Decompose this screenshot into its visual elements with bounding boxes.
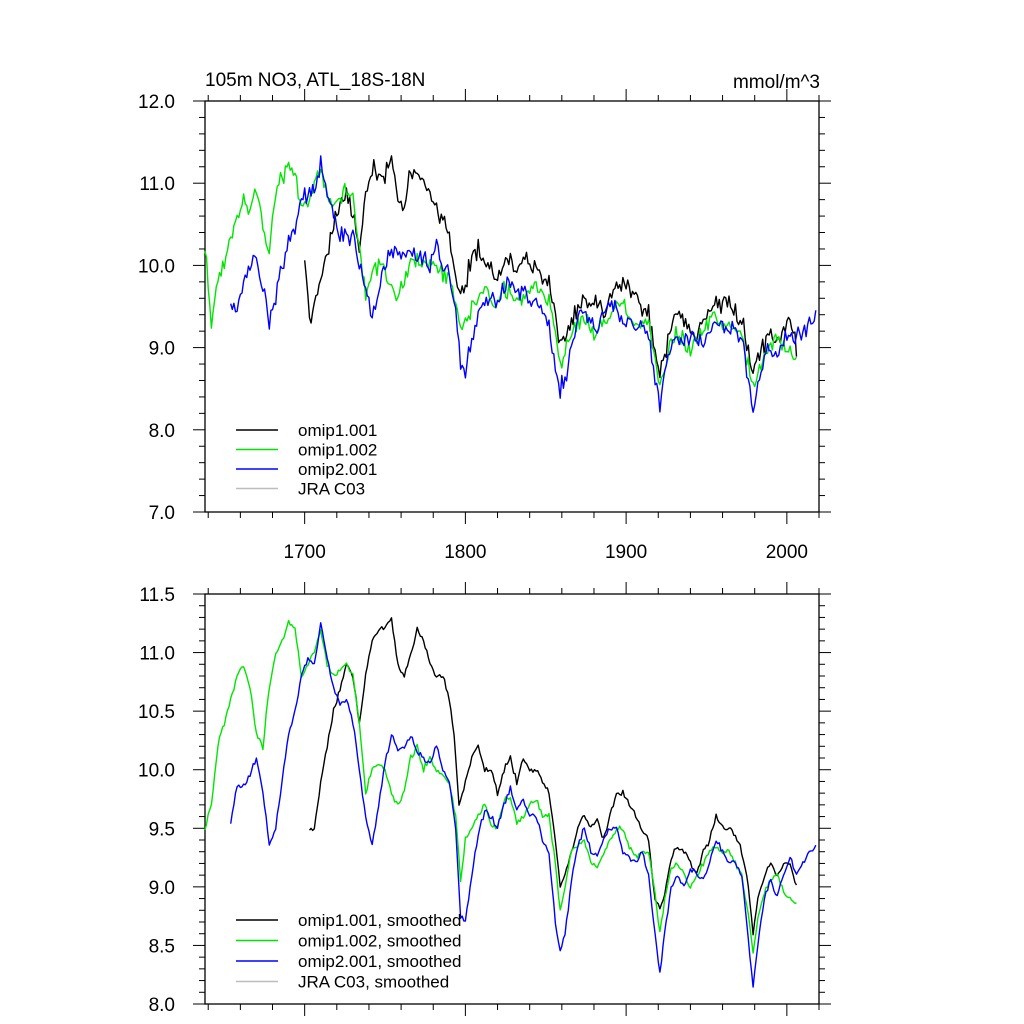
top-legend-label: omip1.002 — [298, 441, 377, 460]
top-legend-label: omip2.001 — [298, 460, 377, 479]
top-ytick-label: 11.0 — [139, 174, 175, 195]
bottom-series-1-line — [308, 617, 798, 936]
bottom-ytick-label: 8.0 — [149, 995, 175, 1016]
top-ytick-label: 12.0 — [138, 92, 175, 113]
bottom-legend-label: omip1.001, smoothed — [298, 911, 462, 930]
top-panel-units: mmol/m^3 — [733, 72, 820, 93]
bottom-ytick-label: 9.0 — [149, 878, 175, 899]
top-series-3-line — [230, 155, 817, 413]
top-legend-label: omip1.001 — [298, 421, 377, 440]
top-ytick-label: 10.0 — [138, 256, 175, 277]
bottom-legend-label: omip2.001, smoothed — [298, 952, 462, 971]
top-xtick-label: 2000 — [766, 542, 808, 563]
top-panel: 105m NO3, ATL_18S-18N mmol/m^3 7.0 8.0 9.0… — [138, 70, 831, 563]
bottom-legend-label: JRA C03, smoothed — [298, 973, 449, 992]
bottom-series-3-line — [230, 622, 817, 988]
top-series-1-line — [304, 155, 798, 379]
top-xtick-label: 1700 — [284, 542, 326, 563]
bottom-ytick-label: 10.5 — [138, 702, 175, 723]
top-xtick-label: 1900 — [605, 542, 647, 563]
bottom-legend-label: omip1.002, smoothed — [298, 932, 462, 951]
bottom-ytick-label: 11.0 — [139, 644, 175, 665]
bottom-ytick-label: 10.0 — [138, 761, 175, 782]
bottom-panel: 8.0 8.5 9.0 9.5 10.0 10.5 11.0 11.5 omip1.001, s… — [138, 582, 831, 1016]
top-plot-area: 7.0 8.0 9.0 10.0 11.0 12.0 1700 1800 1900 2000 omi… — [138, 89, 831, 563]
bottom-series-2-line — [204, 619, 797, 954]
bottom-ytick-label: 11.5 — [139, 585, 175, 606]
top-legend-label: JRA C03 — [298, 480, 365, 499]
bottom-ytick-label: 8.5 — [149, 936, 175, 957]
bottom-ytick-label: 9.5 — [149, 819, 175, 840]
bottom-plot-area: 8.0 8.5 9.0 9.5 10.0 10.5 11.0 11.5 omip1.001, s… — [138, 582, 831, 1016]
top-ytick-label: 7.0 — [149, 503, 175, 524]
bottom-plot-frame — [204, 593, 820, 1005]
top-xtick-label: 1800 — [444, 542, 486, 563]
top-ytick-label: 8.0 — [149, 421, 175, 442]
top-panel-title: 105m NO3, ATL_18S-18N — [205, 70, 425, 91]
top-ytick-label: 9.0 — [149, 339, 175, 360]
top-plot-frame — [204, 100, 820, 513]
